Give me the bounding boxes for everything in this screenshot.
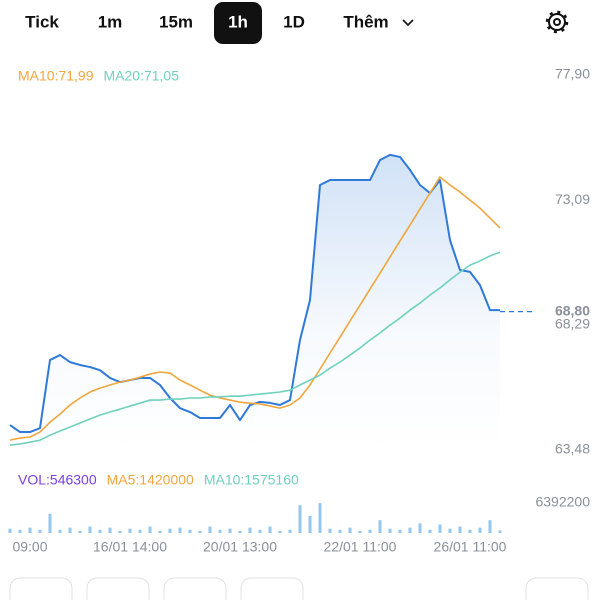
indicator-label: MA10:71,99 [18, 68, 94, 84]
tab[interactable]: 1h [228, 12, 248, 31]
volume-bar [458, 526, 462, 533]
x-tick-label: 16/01 14:00 [93, 539, 167, 555]
volume-bar [278, 530, 282, 533]
indicator-label: VOL:546300 [18, 472, 97, 488]
tab[interactable]: 15m [159, 12, 193, 31]
volume-bar [218, 529, 222, 533]
gear-ring [548, 13, 566, 31]
volume-bar [178, 527, 182, 533]
volume-bar [348, 527, 352, 533]
volume-bar [238, 530, 242, 533]
gear-teeth [545, 10, 569, 34]
volume-bar [158, 530, 162, 533]
volume-bar [438, 524, 442, 533]
volume-bar [298, 505, 302, 533]
y-tick-label: 73,09 [555, 191, 590, 207]
x-tick-label: 26/01 11:00 [434, 539, 507, 555]
volume-bar [308, 515, 312, 533]
volume-bar [168, 528, 172, 533]
volume-bar [78, 530, 82, 533]
selected-tab-bg[interactable] [214, 2, 262, 44]
volume-bar [448, 528, 452, 533]
volume-bar [18, 529, 22, 533]
volume-bar [28, 527, 32, 533]
tool-button[interactable] [240, 577, 304, 600]
dropdown-chevron [402, 19, 414, 27]
y-tick-label: 77,90 [555, 66, 590, 82]
tab[interactable]: 1D [283, 12, 305, 31]
bottom-toolbar [9, 577, 589, 600]
volume-bar [128, 528, 132, 533]
indicator-label: MA10:1575160 [204, 472, 299, 488]
indicator-label: MA5:1420000 [107, 472, 194, 488]
volume-bar [338, 529, 342, 533]
volume-bar [328, 528, 332, 533]
tab[interactable]: 1m [98, 12, 123, 31]
series-line [9, 251, 501, 446]
series-line [9, 176, 501, 441]
tool-button[interactable] [163, 577, 227, 600]
tool-button[interactable] [9, 577, 73, 600]
volume-bar [108, 527, 112, 533]
volume-bar [118, 530, 122, 533]
volume-bar [68, 527, 72, 533]
volume-bar [188, 529, 192, 533]
volume-bar [388, 528, 392, 533]
volume-bar [368, 529, 372, 533]
y-tick-label: 6392200 [535, 494, 590, 510]
volume-bar [248, 527, 252, 533]
volume-bar [138, 529, 142, 533]
volume-bar [358, 530, 362, 533]
volume-bar [318, 503, 322, 533]
volume-bar [378, 520, 382, 533]
volume-bar [288, 529, 292, 533]
volume-bar [48, 513, 52, 533]
x-tick-label: 09:00 [12, 539, 47, 555]
volume-bar [148, 526, 152, 533]
volume-bar [468, 529, 472, 533]
y-tick-label: 63,48 [555, 441, 590, 457]
volume-bar [58, 529, 62, 533]
interval-tabs: Tick 1m 15m 1h 1D Thêm [25, 2, 414, 44]
volume-bar [198, 530, 202, 533]
volume-bar [418, 523, 422, 533]
price-area [10, 154, 500, 450]
volume-bar [228, 528, 232, 533]
fullscreen-button[interactable] [525, 577, 589, 600]
y-tick-label: 68,29 [555, 316, 590, 332]
volume-bar [488, 520, 492, 533]
x-tick-label: 22/01 11:00 [324, 539, 397, 555]
volume-bar [478, 527, 482, 533]
volume-bar [38, 529, 42, 533]
volume-bar [258, 529, 262, 533]
gear-hub [553, 18, 561, 26]
volume-bar [498, 530, 502, 533]
volume-bar [208, 526, 212, 533]
x-tick-label: 20/01 13:00 [203, 539, 277, 555]
settings-button[interactable] [545, 10, 569, 34]
last-price-label: 68,80 [555, 302, 590, 318]
volume-bar [268, 526, 272, 533]
volume-bar [398, 529, 402, 533]
volume-bar [428, 529, 432, 533]
volume-bar [88, 526, 92, 533]
tab[interactable]: Thêm [343, 12, 388, 31]
volume-bar [98, 529, 102, 533]
volume-bar [8, 528, 12, 533]
indicator-label: MA20:71,05 [104, 68, 180, 84]
tab[interactable]: Tick [25, 12, 59, 31]
tool-button[interactable] [86, 577, 150, 600]
volume-bar [408, 527, 412, 533]
